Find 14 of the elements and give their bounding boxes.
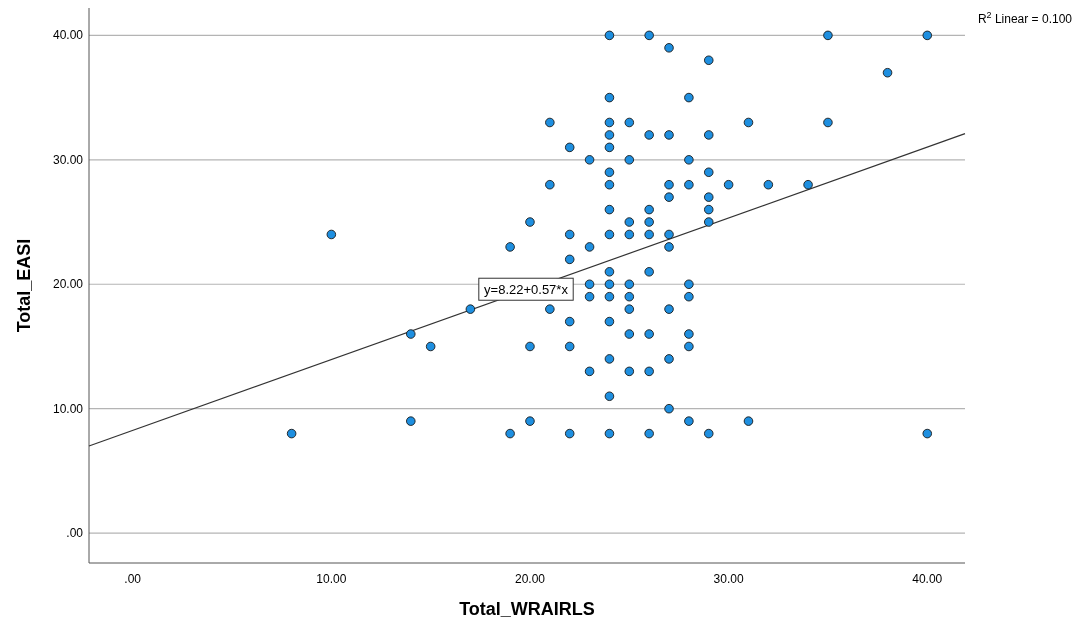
text: R$^{2}$ Linear = 0.100 <box>977 10 1073 26</box>
y-tick-label: 40.00 <box>52 28 84 43</box>
x-tick-label: 10.00 <box>316 572 347 586</box>
y-tick-label: .00 <box>66 526 84 541</box>
x-tick-label: .00 <box>124 572 142 586</box>
x-tick-label: 30.00 <box>713 572 744 586</box>
x-axis-title: Total_WRAIRLS <box>459 599 595 619</box>
y-tick-label: 30.00 <box>52 152 84 167</box>
y-tick-label: 20.00 <box>52 277 84 292</box>
y-axis-title: Total_EASI <box>14 238 34 333</box>
annotation: y=8.22+0.57*x <box>484 282 569 298</box>
x-tick-label: 40.00 <box>912 572 943 586</box>
x-tick-label: 20.00 <box>514 572 546 586</box>
y-tick-label: 10.00 <box>52 401 84 416</box>
